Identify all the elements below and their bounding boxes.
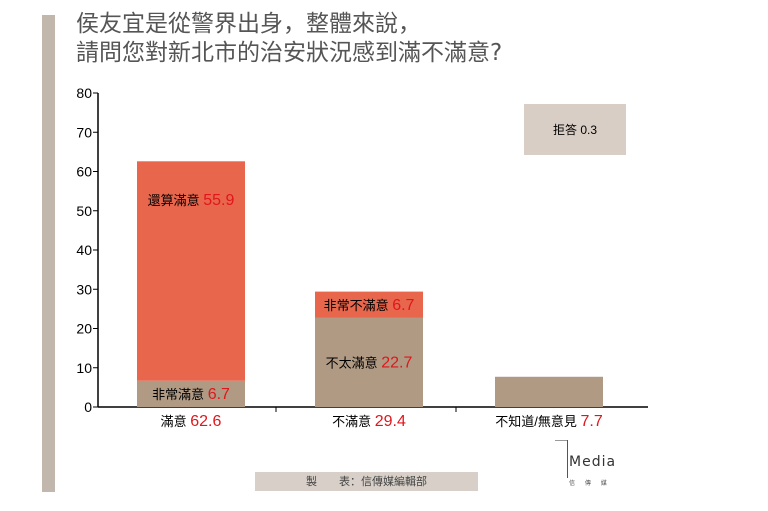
y-tick-label: 60: [76, 164, 92, 180]
bar-segment: [315, 291, 423, 318]
bar-segment: [137, 161, 245, 381]
y-tick-label: 80: [76, 85, 92, 101]
category-label: 滿意 62.6: [161, 413, 222, 430]
y-tick-label: 40: [76, 242, 92, 258]
bar-segment: [137, 380, 245, 407]
y-tick-label: 20: [76, 321, 92, 337]
y-tick-label: 0: [84, 399, 92, 415]
y-tick-label: 30: [76, 281, 92, 297]
category-label: 不知道/無意見 7.7: [495, 413, 603, 430]
segment-label: 非常滿意 6.7: [152, 386, 230, 403]
y-tick-label: 50: [76, 203, 92, 219]
bar-segment: [315, 317, 423, 407]
refusal-box: [524, 104, 626, 155]
segment-label: 不太滿意 22.7: [326, 354, 413, 371]
media-logo: Media 信 傳 媒: [555, 440, 635, 490]
footer-credit: 製 表：信傳媒編輯部: [255, 472, 478, 491]
y-tick-label: 10: [76, 360, 92, 376]
chart-title: 侯友宜是從警界出身，整體來說， 請問您對新北市的治安狀況感到滿不滿意?: [76, 10, 502, 68]
title-line-2: 請問您對新北市的治安狀況感到滿不滿意?: [76, 40, 503, 66]
title-line-1: 侯友宜是從警界出身，整體來說，: [76, 11, 421, 37]
y-tick-label: 70: [76, 124, 92, 140]
segment-label: 還算滿意 55.9: [148, 192, 235, 209]
decorative-sidebar: [42, 15, 55, 492]
refusal-label: 拒答 0.3: [553, 122, 597, 137]
segment-label: 非常不滿意 6.7: [324, 297, 415, 314]
category-label: 不滿意 29.4: [332, 413, 406, 430]
bar-segment: [495, 376, 603, 407]
